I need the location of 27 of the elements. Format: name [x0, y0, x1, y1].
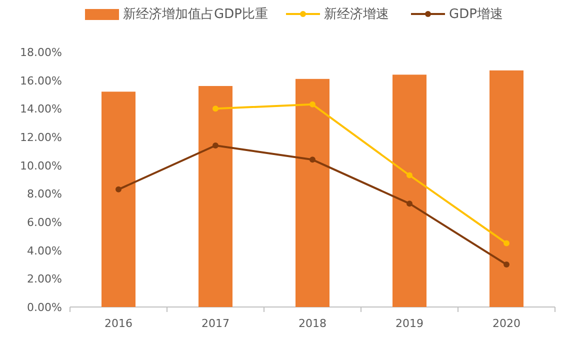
- y-tick-label: 10.00%: [20, 159, 62, 172]
- point: [406, 172, 412, 178]
- y-tick-label: 2.00%: [27, 272, 62, 286]
- x-tick-label: 2020: [492, 317, 520, 330]
- point: [310, 156, 316, 163]
- legend-label: GDP增速: [449, 7, 503, 22]
- point: [212, 106, 218, 112]
- point: [406, 200, 412, 207]
- x-tick-label: 2017: [202, 317, 230, 330]
- y-tick-label: 4.00%: [27, 244, 62, 258]
- y-tick-label: 18.00%: [20, 46, 62, 59]
- y-tick-label: 6.00%: [27, 216, 62, 229]
- y-tick-label: 14.00%: [20, 102, 62, 116]
- point: [116, 186, 122, 192]
- y-tick-label: 16.00%: [20, 74, 62, 88]
- point: [310, 101, 316, 108]
- x-tick-label: 2019: [396, 317, 424, 330]
- point: [504, 262, 510, 268]
- legend-label: 新经济增加值占GDP比重: [123, 7, 268, 22]
- y-tick-label: 0.00%: [27, 301, 62, 314]
- point: [212, 142, 218, 148]
- x-tick-label: 2018: [298, 317, 326, 330]
- legend-label: 新经济增速: [324, 7, 389, 22]
- y-tick-label: 8.00%: [27, 188, 62, 201]
- x-tick-label: 2016: [104, 317, 132, 330]
- point: [504, 240, 510, 246]
- y-tick-label: 12.00%: [20, 131, 62, 144]
